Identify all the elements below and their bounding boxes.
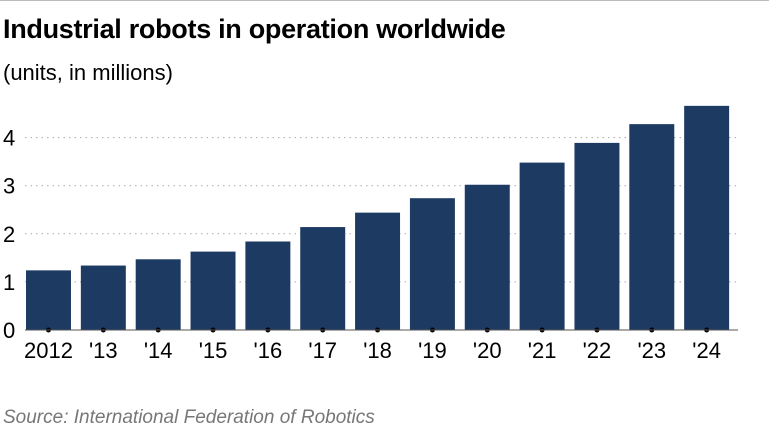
bar: [355, 212, 401, 330]
bar: [409, 198, 455, 330]
x-tick-label: '19: [418, 338, 447, 363]
bar: [245, 241, 291, 330]
x-tick-label: 2012: [24, 338, 73, 363]
bar: [135, 259, 181, 330]
x-tick-label: '24: [692, 338, 721, 363]
y-tick-label: 2: [3, 222, 15, 247]
bar: [574, 142, 620, 330]
y-tick-label: 3: [3, 174, 15, 199]
x-tick-label: '17: [308, 338, 337, 363]
x-tick-label: '21: [528, 338, 557, 363]
x-tick-label: '18: [363, 338, 392, 363]
bar: [80, 265, 126, 330]
top-rule: [0, 0, 769, 1]
source-note: Source: International Federation of Robo…: [3, 407, 375, 428]
chart-title: Industrial robots in operation worldwide: [3, 14, 506, 44]
y-tick-label: 1: [3, 270, 15, 295]
bar: [26, 270, 71, 330]
y-tick-label: 0: [3, 318, 15, 343]
bar: [684, 105, 730, 330]
bar: [300, 227, 346, 330]
x-tick-label: '15: [199, 338, 228, 363]
bar: [629, 124, 675, 331]
x-tick-label: '14: [144, 338, 173, 363]
bar: [464, 184, 510, 330]
x-tick-label: '22: [583, 338, 612, 363]
bar: [519, 162, 565, 330]
x-tick-label: '20: [473, 338, 502, 363]
x-tick-label: '13: [89, 338, 118, 363]
y-tick-label: 4: [3, 126, 15, 151]
bar: [190, 251, 236, 330]
chart-subtitle: (units, in millions): [3, 60, 173, 85]
x-tick-label: '16: [254, 338, 283, 363]
x-tick-label: '23: [637, 338, 666, 363]
